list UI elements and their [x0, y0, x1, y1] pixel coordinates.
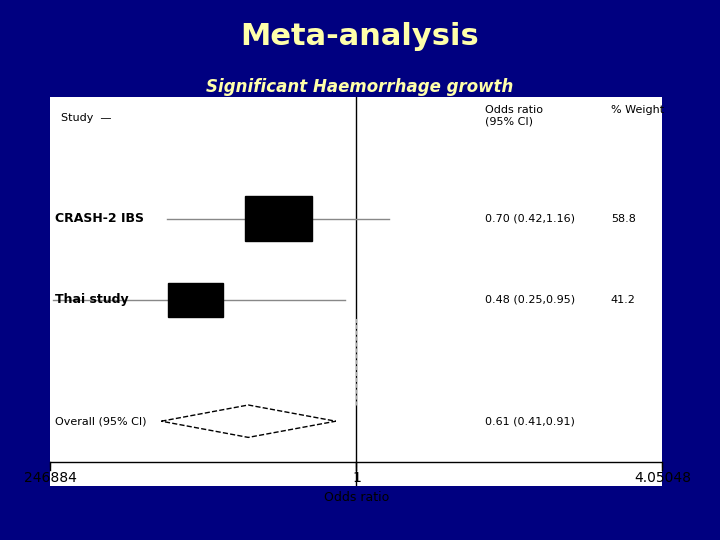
Text: Thai study: Thai study: [55, 293, 128, 306]
Text: Study  —: Study —: [61, 113, 112, 124]
Text: 0.48 (0.25,0.95): 0.48 (0.25,0.95): [485, 295, 575, 305]
Text: CRASH-2 IBS: CRASH-2 IBS: [55, 212, 144, 225]
Text: % Weight: % Weight: [611, 105, 664, 116]
Text: 0.70 (0.42,1.16): 0.70 (0.42,1.16): [485, 214, 575, 224]
Text: Significant Haemorrhage growth: Significant Haemorrhage growth: [207, 78, 513, 96]
Bar: [168, 283, 223, 316]
Bar: [245, 197, 312, 241]
X-axis label: Odds ratio: Odds ratio: [324, 491, 389, 504]
Polygon shape: [161, 405, 336, 437]
Text: 0.61 (0.41,0.91): 0.61 (0.41,0.91): [485, 416, 575, 426]
Text: 41.2: 41.2: [611, 295, 636, 305]
Text: Overall (95% CI): Overall (95% CI): [55, 416, 146, 426]
Text: 58.8: 58.8: [611, 214, 636, 224]
Text: Odds ratio
(95% CI): Odds ratio (95% CI): [485, 105, 543, 127]
Text: Meta-analysis: Meta-analysis: [240, 22, 480, 51]
